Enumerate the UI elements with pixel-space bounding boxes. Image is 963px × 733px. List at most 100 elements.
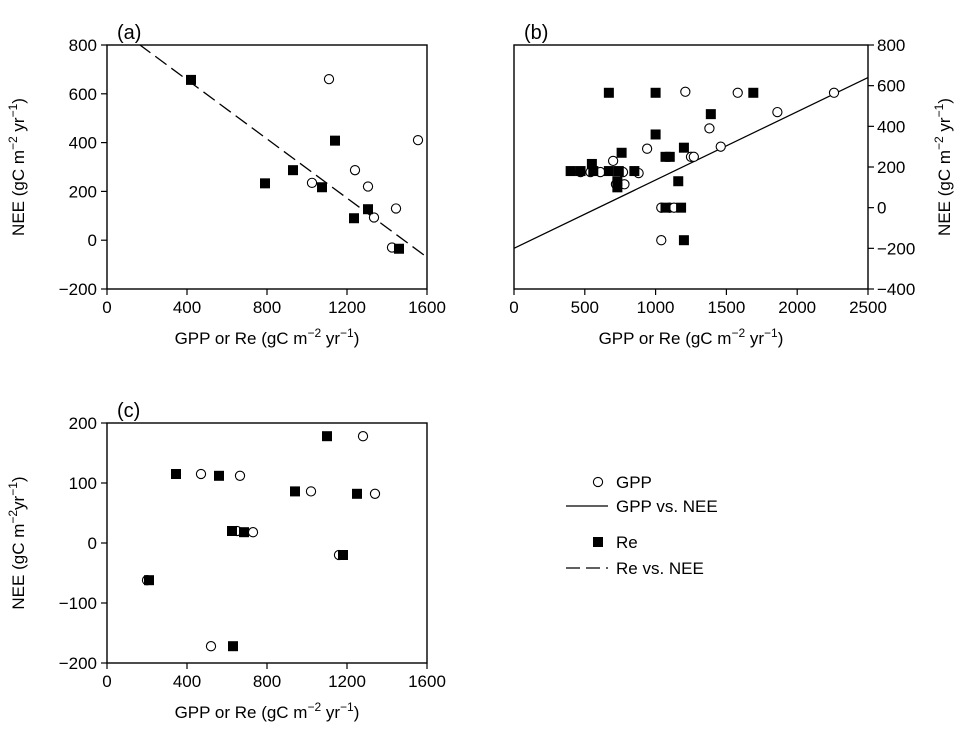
y-axis-label-part: yr	[935, 117, 954, 136]
x-axis-label-part: yr	[321, 703, 340, 722]
x-axis-label-part: )	[354, 329, 360, 348]
y-tick-label: 400	[877, 117, 905, 136]
re-point	[565, 166, 576, 177]
gpp-point	[641, 143, 653, 154]
panel-label: (b)	[524, 22, 548, 44]
gpp-point	[368, 212, 380, 223]
gpp-point	[195, 468, 207, 480]
x-axis-label-part: yr	[321, 329, 340, 348]
gpp-vs-nee-line	[514, 76, 868, 249]
re-point	[613, 166, 624, 177]
x-tick-label: 2000	[778, 298, 816, 317]
gpp-point	[205, 641, 217, 652]
x-tick-label: 2500	[849, 298, 887, 317]
re-point	[678, 142, 689, 153]
x-tick-label: 500	[571, 298, 599, 317]
re-vs-nee-line	[138, 45, 427, 258]
y-tick-label: 0	[877, 199, 886, 218]
re-point	[664, 151, 675, 162]
re-point	[214, 470, 224, 481]
x-tick-label: 1500	[707, 298, 745, 317]
re-point	[330, 135, 340, 146]
x-axis-label-exponent: −2	[731, 326, 745, 340]
legend-label: GPP vs. NEE	[616, 497, 718, 516]
x-axis-label: GPP or Re (gC m−2 yr−1)	[175, 700, 360, 722]
x-axis-label-exponent: −1	[340, 326, 354, 340]
plot-frame	[106, 422, 428, 664]
y-axis-label: NEE (gC m−2yr−1)	[6, 476, 28, 609]
gpp-point	[306, 177, 318, 189]
legend-label: Re	[616, 533, 638, 552]
y-tick-label: 800	[877, 36, 905, 55]
y-axis-label-part: )	[9, 98, 28, 104]
re-point	[338, 550, 348, 560]
y-axis-label-part: yr	[9, 117, 28, 136]
x-tick-label: 1600	[408, 672, 446, 691]
gpp-point	[362, 181, 374, 192]
x-tick-label: 0	[102, 298, 111, 317]
y-axis-label-part: )	[935, 98, 954, 104]
re-point	[650, 129, 661, 140]
x-axis-label-part: yr	[745, 329, 764, 348]
legend-label: Re vs. NEE	[616, 559, 704, 578]
y-axis-label-exponent: −2	[6, 510, 20, 524]
y-tick-label: −400	[877, 280, 915, 299]
x-axis-label-part: GPP or Re (gC m	[175, 329, 308, 348]
gpp-point	[323, 74, 335, 85]
re-point	[352, 488, 362, 499]
x-tick-label: 1200	[328, 672, 366, 691]
re-point	[612, 182, 623, 193]
gpp-point	[688, 151, 699, 162]
re-point	[227, 526, 237, 536]
gpp-point	[607, 155, 619, 167]
x-tick-label: 400	[173, 672, 201, 691]
re-point	[676, 202, 687, 213]
re-point	[290, 486, 300, 497]
legend-label: GPP	[616, 473, 652, 492]
y-tick-label: 100	[69, 474, 97, 493]
gpp-point	[234, 470, 246, 481]
re-point	[705, 109, 716, 120]
x-tick-label: 800	[253, 298, 281, 317]
y-axis-label-exponent: −1	[6, 482, 20, 496]
y-tick-label: 800	[69, 36, 97, 55]
re-point	[186, 74, 196, 85]
gpp-point	[656, 235, 667, 246]
x-tick-label: 0	[509, 298, 518, 317]
plot-frame	[106, 44, 428, 290]
gpp-point	[715, 141, 726, 152]
y-tick-label: −100	[59, 594, 97, 613]
re-point	[660, 202, 671, 213]
re-point	[588, 166, 599, 177]
y-axis-label-exponent: −2	[6, 136, 20, 150]
panel-b: 0 500 1000 1500 2000 2500−400 −200 0 200 400 600 80…	[509, 22, 954, 348]
re-point	[616, 147, 627, 158]
x-tick-label: 1600	[408, 298, 446, 317]
x-axis-label: GPP or Re (gC m−2 yr−1)	[175, 326, 360, 348]
re-point	[748, 87, 759, 98]
x-tick-label: 400	[173, 298, 201, 317]
re-point	[171, 469, 181, 479]
re-point	[260, 178, 270, 189]
gpp-point	[732, 87, 743, 98]
x-axis-label-exponent: −2	[307, 326, 321, 340]
y-tick-label: 200	[877, 158, 905, 177]
y-axis-label-exponent: −1	[932, 103, 946, 117]
x-axis-label: GPP or Re (gC m−2 yr−1)	[599, 326, 784, 348]
gpp-point	[390, 203, 402, 214]
y-tick-label: 400	[69, 134, 97, 153]
re-point	[629, 166, 640, 177]
gpp-point	[704, 123, 715, 134]
re-point	[288, 165, 298, 176]
y-tick-label: 0	[88, 231, 97, 250]
y-axis-label-part: yr	[9, 495, 28, 510]
y-tick-label: −200	[59, 654, 97, 673]
gpp-point	[772, 106, 783, 118]
re-point	[144, 575, 154, 586]
y-axis-label-part: )	[9, 476, 28, 482]
re-point	[612, 176, 623, 187]
y-tick-label: 600	[877, 77, 905, 96]
gpp-point	[247, 527, 259, 538]
legend-re-marker	[593, 537, 603, 547]
